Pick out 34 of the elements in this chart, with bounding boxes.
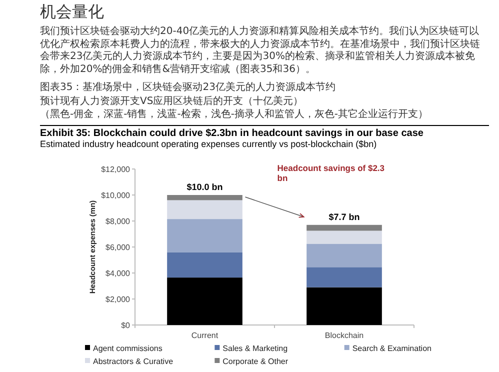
y-tick-label: $10,000 <box>101 190 131 200</box>
bar <box>306 266 382 287</box>
bar <box>167 194 242 200</box>
bar <box>167 200 242 219</box>
chart-subtitle: Estimated industry headcount operating expenses currently vs post-blockchain ($bn) <box>40 138 378 148</box>
y-tick-label: $6,000 <box>106 242 131 252</box>
y-tick-label: $8,000 <box>106 216 131 226</box>
text: （黑色-佣金，深蓝-销售，浅蓝-检索，浅色-摘录人和监管人，灰色-其它企业运行开支） <box>40 109 430 122</box>
legend-label: Abstractors & Curative <box>93 356 174 366</box>
bar <box>306 243 382 267</box>
y-tick-label: $2,000 <box>106 294 131 304</box>
bar <box>167 252 242 278</box>
total-label: $10.0 bn <box>186 182 223 192</box>
legend-label: Agent commissions <box>93 344 162 352</box>
legend-label: Search & Examination <box>352 344 432 352</box>
y-tick-label: $12,000 <box>101 164 131 174</box>
text: 预计现有人力资源开支VS应用区块链后的开支（十亿美元） <box>40 96 304 108</box>
bar <box>306 286 382 324</box>
bar <box>167 218 242 252</box>
x-tick-label: Blockchain <box>324 330 364 340</box>
total-label: $7.7 bn <box>328 211 360 222</box>
y-tick-label: $0 <box>121 320 131 330</box>
legend-label: Corporate & Other <box>222 356 288 366</box>
bar <box>167 277 242 324</box>
x-tick-label: Current <box>191 330 219 340</box>
bar <box>306 224 382 230</box>
y-tick-label: $4,000 <box>106 268 131 278</box>
chart-title: Exhibit 35: Blockchain could drive $2.3bn in headcount savings in our base case <box>40 124 489 138</box>
text: 图表35：基准场景中，区块链会驱动23亿美元的人力资源成本节约 <box>40 82 336 94</box>
legend-label: Sales & Marketing <box>222 344 288 352</box>
bar <box>306 230 382 244</box>
text: 我们预计区块链会驱动大约20-40亿美元的人力资源和精算风险相关成本节约。我们认为区块链可以优化产权检索原本耗费人力的流程，带来极大的人力资源成本节约。在基准场景中，我们预计区块链会带来23亿美元的人力资源成本节约，主要是因为30%的检索、摘录和监管相关人力资源成本被免除，外加20%的佣金和销售&营销开支缩减（图表35和36）。 <box>40 26 481 76</box>
text: 机会量化 <box>40 2 105 22</box>
annotation: Headcount savings of $2.3 bn <box>277 162 385 182</box>
